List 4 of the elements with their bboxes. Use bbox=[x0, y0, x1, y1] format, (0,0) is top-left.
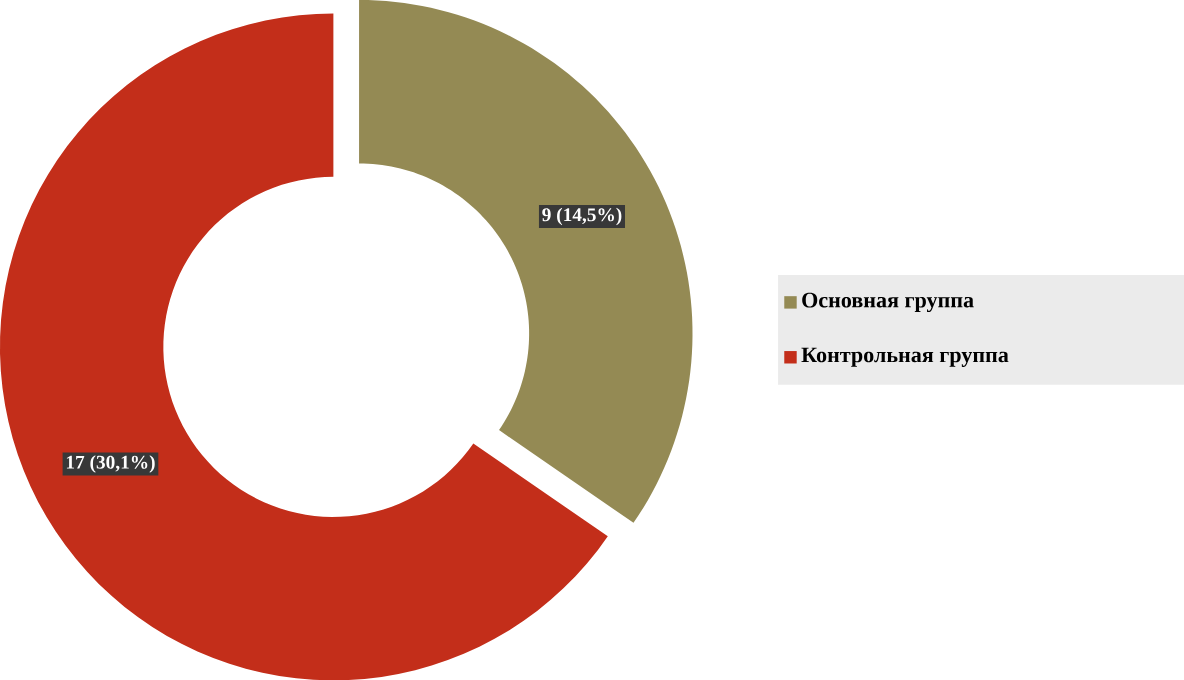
legend-label: Контрольная группа bbox=[801, 347, 1009, 367]
legend-label: Основная группа bbox=[802, 292, 974, 312]
data-label: 9 (14,5%) bbox=[542, 207, 622, 226]
data-label: 17 (30,1%) bbox=[66, 454, 155, 473]
